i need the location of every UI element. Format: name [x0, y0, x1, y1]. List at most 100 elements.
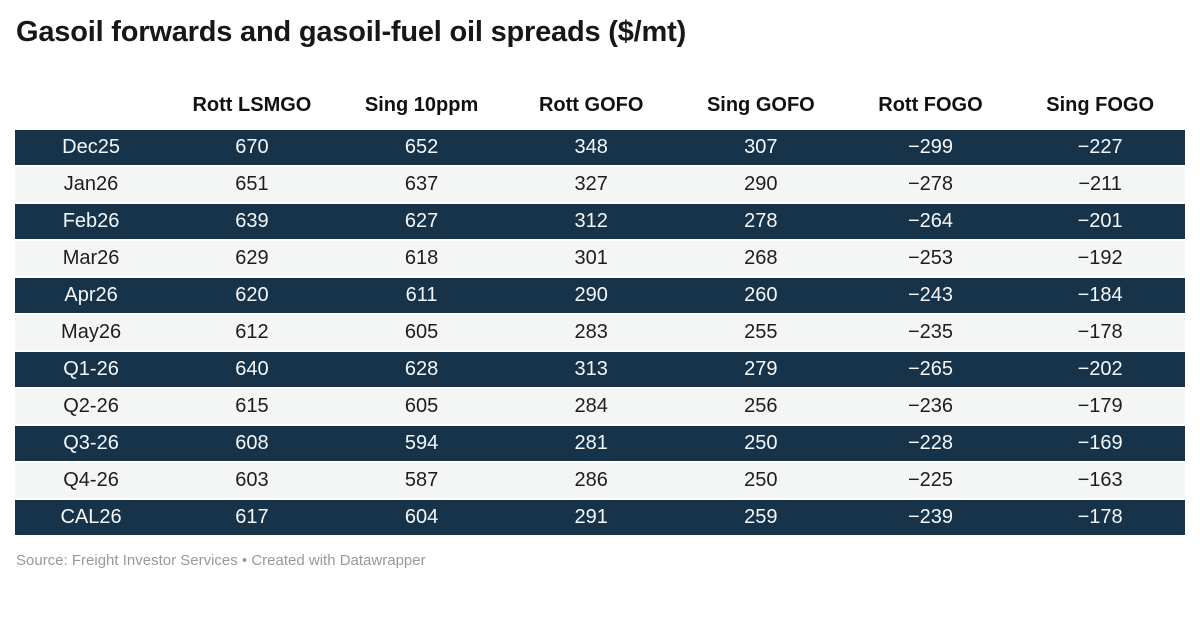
- label-column-header: [15, 50, 167, 130]
- value-cell: −225: [845, 463, 1016, 500]
- value-cell: 670: [167, 130, 337, 167]
- value-cell: 290: [676, 167, 846, 204]
- column-header: Rott GOFO: [538, 94, 644, 116]
- value-cell: −227: [1015, 130, 1185, 167]
- row-label-cell: Q3-26: [15, 426, 168, 463]
- value-cell: −179: [1015, 389, 1185, 426]
- value-cell: 639: [167, 204, 337, 241]
- value-cell: 628: [336, 352, 507, 389]
- row-label-cell: Dec25: [15, 130, 168, 167]
- value-cell: 290: [506, 278, 677, 315]
- value-cell: 640: [167, 352, 337, 389]
- value-cell: 629: [167, 241, 337, 278]
- value-cell: −211: [1015, 167, 1185, 204]
- value-cell: 587: [336, 463, 507, 500]
- value-cell: −202: [1015, 352, 1185, 389]
- row-label-cell: Mar26: [15, 241, 168, 278]
- value-cell: 611: [336, 278, 507, 315]
- value-cell: 637: [336, 167, 507, 204]
- value-cell: −178: [1015, 500, 1185, 537]
- value-cell: −178: [1015, 315, 1185, 352]
- value-cell: −239: [845, 500, 1016, 537]
- column-header: Rott FOGO: [878, 94, 983, 116]
- value-cell: 620: [167, 278, 337, 315]
- value-cell: −235: [845, 315, 1016, 352]
- value-cell: 250: [676, 463, 846, 500]
- column-header: Sing FOGO: [1046, 94, 1155, 116]
- value-cell: 608: [167, 426, 337, 463]
- value-cell: 284: [506, 389, 677, 426]
- value-cell: 291: [506, 500, 677, 537]
- row-label-cell: Q2-26: [15, 389, 168, 426]
- value-cell: 617: [167, 500, 337, 537]
- row-label-cell: Q4-26: [15, 463, 168, 500]
- value-cell: −163: [1015, 463, 1185, 500]
- forwards-table: Rott LSMGO Sing 10ppm Rott GOFO Sing GOFO Ro…: [15, 50, 1185, 537]
- table-row: Feb26 639 627 312 278 −264 −201: [15, 204, 1185, 241]
- value-cell: 256: [676, 389, 846, 426]
- table-body: Dec25 670 652 348 307 −299 −227 Jan26 651 637 327 2…: [15, 130, 1185, 537]
- value-cell: 615: [167, 389, 337, 426]
- table-row: Q4-26 603 587 286 250 −225 −163: [15, 463, 1185, 500]
- value-cell: 652: [336, 130, 507, 167]
- value-cell: 301: [506, 241, 677, 278]
- source-note: Source: Freight Investor Services • Crea…: [16, 552, 426, 569]
- value-cell: −243: [845, 278, 1016, 315]
- table-row: Mar26 629 618 301 268 −253 −192: [15, 241, 1185, 278]
- row-label-cell: May26: [15, 315, 168, 352]
- table-row: Jan26 651 637 327 290 −278 −211: [15, 167, 1185, 204]
- column-header: Sing GOFO: [706, 94, 815, 116]
- row-label-cell: Feb26: [15, 204, 168, 241]
- value-cell: 255: [676, 315, 846, 352]
- value-cell: 250: [676, 426, 846, 463]
- table-row: May26 612 605 283 255 −235 −178: [15, 315, 1185, 352]
- value-cell: −184: [1015, 278, 1185, 315]
- row-label-cell: CAL26: [15, 500, 168, 537]
- value-cell: 612: [167, 315, 337, 352]
- value-cell: −169: [1015, 426, 1185, 463]
- value-cell: 281: [506, 426, 677, 463]
- chart-container: Gasoil forwards and gasoil-fuel oil spre…: [0, 14, 1200, 569]
- value-cell: 307: [676, 130, 846, 167]
- value-cell: 605: [336, 315, 507, 352]
- row-label-cell: Apr26: [15, 278, 168, 315]
- column-header: Sing 10ppm: [364, 94, 479, 116]
- value-cell: 259: [676, 500, 846, 537]
- value-cell: 260: [676, 278, 846, 315]
- table-row: Q1-26 640 628 313 279 −265 −202: [15, 352, 1185, 389]
- value-cell: 604: [336, 500, 507, 537]
- table-row: Apr26 620 611 290 260 −243 −184: [15, 278, 1185, 315]
- value-cell: −192: [1015, 241, 1185, 278]
- value-cell: −264: [845, 204, 1016, 241]
- value-cell: 313: [506, 352, 677, 389]
- value-cell: 286: [506, 463, 677, 500]
- table-header-row: Rott LSMGO Sing 10ppm Rott GOFO Sing GOFO Ro…: [15, 50, 1185, 130]
- value-cell: 603: [167, 463, 337, 500]
- value-cell: −265: [845, 352, 1016, 389]
- value-cell: −201: [1015, 204, 1185, 241]
- value-cell: 283: [506, 315, 677, 352]
- value-cell: −299: [845, 130, 1016, 167]
- value-cell: 312: [506, 204, 677, 241]
- value-cell: 627: [336, 204, 507, 241]
- value-cell: 618: [336, 241, 507, 278]
- value-cell: 348: [506, 130, 677, 167]
- page-title: Gasoil forwards and gasoil-fuel oil spre…: [16, 16, 687, 48]
- column-header: Rott LSMGO: [192, 94, 312, 116]
- value-cell: 651: [167, 167, 337, 204]
- value-cell: −236: [845, 389, 1016, 426]
- value-cell: 279: [676, 352, 846, 389]
- value-cell: −278: [845, 167, 1016, 204]
- value-cell: 605: [336, 389, 507, 426]
- row-label-cell: Jan26: [15, 167, 168, 204]
- table-row: Q2-26 615 605 284 256 −236 −179: [15, 389, 1185, 426]
- table-row: Dec25 670 652 348 307 −299 −227: [15, 130, 1185, 167]
- row-label-cell: Q1-26: [15, 352, 168, 389]
- value-cell: 278: [676, 204, 846, 241]
- value-cell: 594: [336, 426, 507, 463]
- value-cell: −228: [845, 426, 1016, 463]
- value-cell: 327: [506, 167, 677, 204]
- table-row: CAL26 617 604 291 259 −239 −178: [15, 500, 1185, 537]
- value-cell: −253: [845, 241, 1016, 278]
- table-row: Q3-26 608 594 281 250 −228 −169: [15, 426, 1185, 463]
